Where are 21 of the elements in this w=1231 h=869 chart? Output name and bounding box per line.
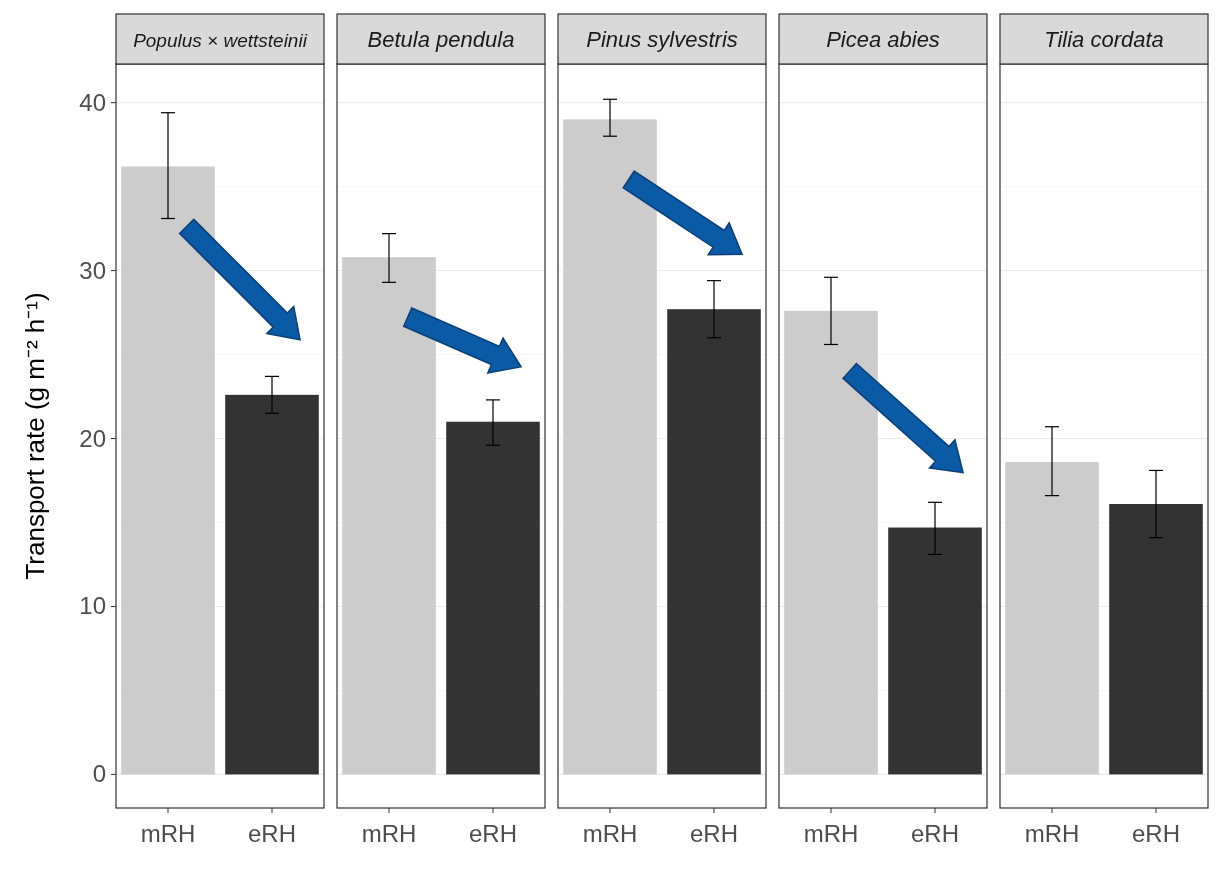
x-tick-label: eRH xyxy=(247,820,297,847)
chart-title: Betula pendula xyxy=(367,27,515,52)
x-tick-label: mRH xyxy=(803,820,859,847)
x-tick-label: mRH xyxy=(140,820,196,847)
y-tick-label: 40 xyxy=(79,88,106,116)
x-tick-label: mRH xyxy=(582,820,638,847)
y-tick-label: 0 xyxy=(92,760,106,788)
chart-title: Tilia cordata xyxy=(1044,27,1164,52)
x-tick-label: eRH xyxy=(1131,820,1181,847)
x-tick-label: eRH xyxy=(910,820,960,847)
x-tick-label: mRH xyxy=(361,820,417,847)
y-tick-label: 10 xyxy=(79,592,106,620)
y-tick-label: 30 xyxy=(79,256,106,284)
x-tick-label: mRH xyxy=(1024,820,1080,847)
chart-title: Pinus sylvestris xyxy=(586,27,738,52)
y-axis-title: Transport rate (g m⁻² h⁻¹) xyxy=(20,292,50,580)
y-tick-label: 20 xyxy=(79,424,106,452)
x-tick-label: eRH xyxy=(468,820,518,847)
chart-title: Populus × wettsteinii xyxy=(133,30,308,51)
x-tick-label: eRH xyxy=(689,820,739,847)
chart-title: Picea abies xyxy=(826,27,940,52)
